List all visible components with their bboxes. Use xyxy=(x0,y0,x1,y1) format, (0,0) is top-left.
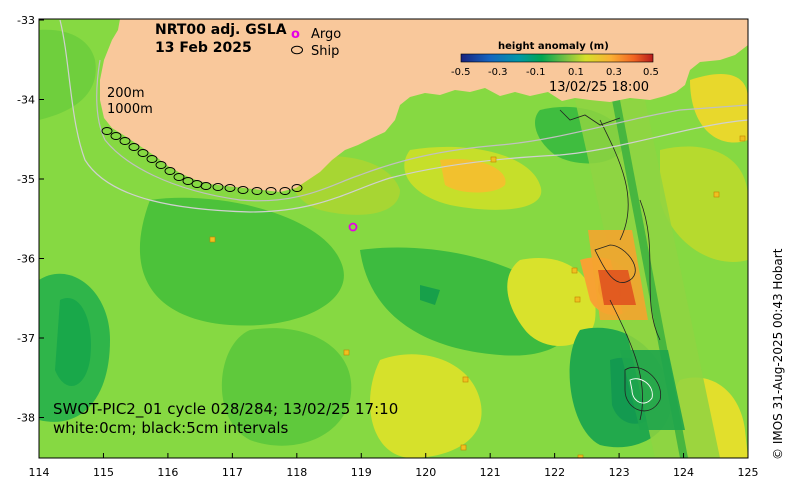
argo-float-marker xyxy=(348,222,358,232)
argo-legend-symbol: o xyxy=(291,27,300,42)
x-tick-label: 120 xyxy=(415,466,436,479)
y-tick-label: -36 xyxy=(17,253,35,266)
isobath-label-1000m: 1000m xyxy=(107,102,153,117)
y-tick-label: -33 xyxy=(17,14,35,27)
y-tick-label: -37 xyxy=(17,332,35,345)
x-tick-label: 116 xyxy=(157,466,178,479)
x-tick-label: 121 xyxy=(480,466,501,479)
x-tick-label: 115 xyxy=(93,466,114,479)
isobath-200m xyxy=(96,59,748,202)
swot-info-line2: white:0cm; black:5cm intervals xyxy=(53,419,289,437)
legend: o Argo Ship xyxy=(291,27,341,59)
x-tick-label: 122 xyxy=(544,466,565,479)
x-tick-label: 125 xyxy=(738,466,759,479)
y-tick-label: -34 xyxy=(17,94,35,107)
x-tick-label: 117 xyxy=(222,466,243,479)
x-axis: 114 115 116 117 118 119 120 121 122 123 124 125 xyxy=(29,453,759,479)
colorbar-gradient xyxy=(460,53,654,63)
colorbar: height anomaly (m) -0.5 -0.3 -0.1 0.1 0.… xyxy=(451,41,659,78)
ship-track xyxy=(101,127,303,195)
y-tick-label: -35 xyxy=(17,173,35,186)
y-tick-label: -38 xyxy=(17,412,35,425)
x-tick-label: 124 xyxy=(673,466,694,479)
ship-legend-label: Ship xyxy=(311,44,339,59)
plot-frame xyxy=(38,18,749,459)
isobath-1000m xyxy=(59,19,748,213)
colorbar-tick: -0.5 xyxy=(451,67,471,78)
colorbar-tick: -0.3 xyxy=(488,67,508,78)
argo-legend-label: Argo xyxy=(311,27,341,42)
map-title-line1: NRT00 adj. GSLA xyxy=(155,22,287,38)
swot-info-line1: SWOT-PIC2_01 cycle 028/284; 13/02/25 17:… xyxy=(53,400,398,419)
swot-swath xyxy=(559,100,720,458)
isobath-label-200m: 200m xyxy=(107,86,144,101)
y-axis: -33 -34 -35 -36 -37 -38 xyxy=(17,14,44,425)
x-tick-label: 118 xyxy=(286,466,307,479)
ship-legend-icon xyxy=(291,45,303,55)
colorbar-tick: 0.1 xyxy=(568,67,584,78)
colorbar-title: height anomaly (m) xyxy=(498,41,609,52)
colorbar-tick: 0.3 xyxy=(606,67,622,78)
swath-time-label: 13/02/25 18:00 xyxy=(549,80,649,95)
map-title-line2: 13 Feb 2025 xyxy=(155,40,252,56)
colorbar-tick: 0.5 xyxy=(643,67,659,78)
x-tick-label: 119 xyxy=(351,466,372,479)
colorbar-tick: -0.1 xyxy=(526,67,546,78)
x-tick-label: 114 xyxy=(29,466,50,479)
plot-area xyxy=(39,19,748,458)
x-tick-label: 123 xyxy=(609,466,630,479)
credit-text: © IMOS 31-Aug-2025 00:43 Hobart xyxy=(771,248,785,460)
